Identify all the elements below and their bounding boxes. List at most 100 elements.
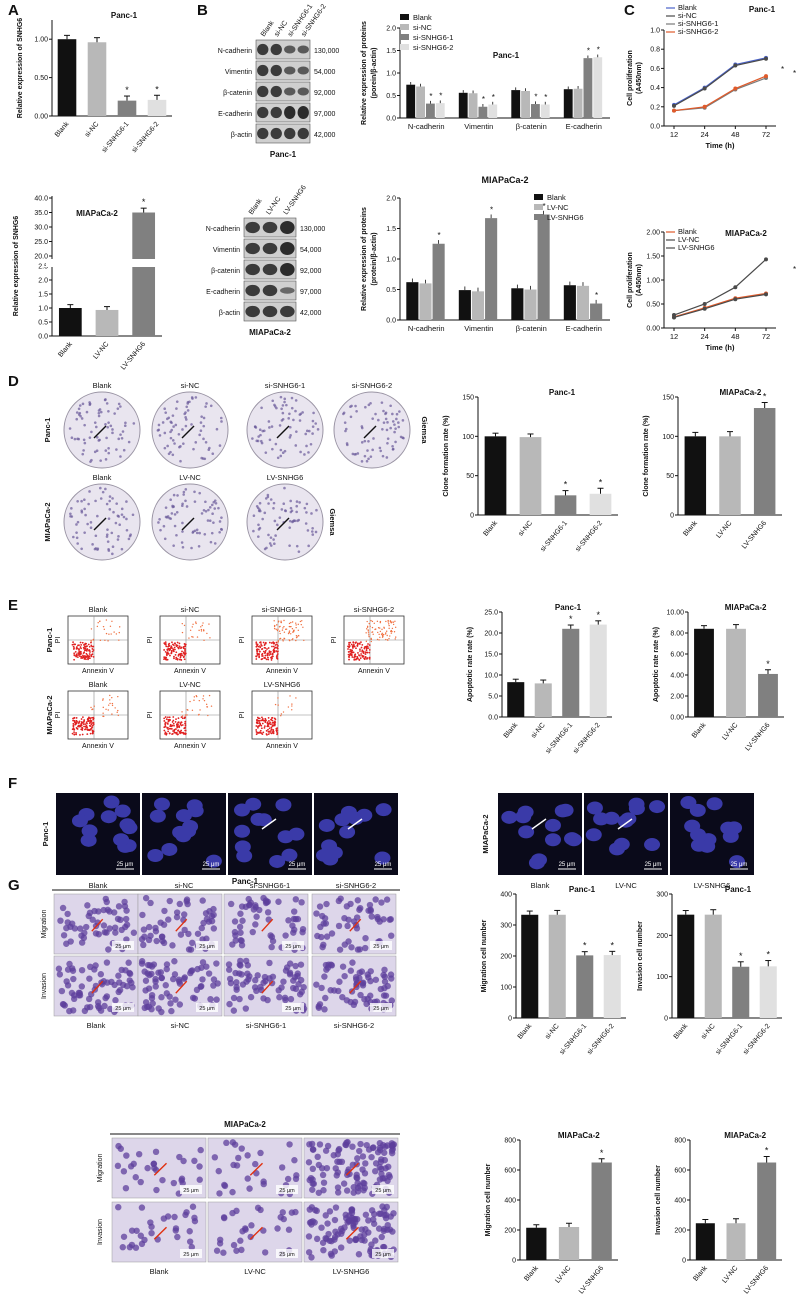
data-point bbox=[733, 63, 738, 68]
colony-dot bbox=[393, 423, 396, 426]
colony-dot bbox=[117, 515, 120, 518]
legend-label: Blank bbox=[678, 3, 697, 12]
x-tick-label: si-SNHG6-2 bbox=[586, 1023, 616, 1056]
colony-dot bbox=[77, 407, 81, 411]
event-dot bbox=[87, 718, 89, 721]
event-dot bbox=[183, 624, 186, 627]
event-dot bbox=[376, 620, 379, 623]
event-dot bbox=[267, 733, 270, 736]
colony-dot bbox=[208, 446, 211, 450]
scale-box bbox=[372, 1185, 394, 1194]
y-tick-label: 8.00 bbox=[670, 631, 684, 638]
scale-label: 25 μm bbox=[375, 862, 392, 868]
event-dot bbox=[80, 722, 83, 725]
y-tick-label: 0.0 bbox=[386, 318, 396, 325]
event-dot bbox=[182, 647, 185, 650]
cell bbox=[152, 1148, 160, 1156]
significance-star: * bbox=[765, 1146, 769, 1156]
image-label: si-NC bbox=[175, 881, 194, 890]
event-dot bbox=[177, 729, 180, 732]
cell bbox=[341, 1224, 348, 1231]
event-dot bbox=[107, 640, 109, 642]
y-tick-label: 300 bbox=[656, 892, 668, 899]
cell bbox=[227, 900, 235, 908]
bar bbox=[458, 290, 471, 320]
event-dot bbox=[256, 643, 259, 646]
x-tick-label: 24 bbox=[700, 332, 708, 341]
colony-dot bbox=[385, 456, 389, 459]
event-dot bbox=[282, 640, 284, 642]
significance-star: * bbox=[583, 941, 587, 951]
cell bbox=[196, 1163, 203, 1170]
cell bbox=[340, 1180, 348, 1187]
event-dot bbox=[84, 723, 87, 726]
event-dot bbox=[270, 659, 273, 661]
scale-box bbox=[282, 1003, 304, 1012]
nucleus bbox=[100, 810, 117, 824]
cell bbox=[358, 1236, 366, 1244]
event-dot bbox=[173, 724, 175, 727]
chart-title: MIAPaCa-2 bbox=[724, 1131, 766, 1140]
nucleus bbox=[501, 810, 518, 824]
event-dot bbox=[271, 724, 274, 727]
nucleus bbox=[153, 797, 170, 811]
event-dot bbox=[192, 623, 194, 625]
scale-label: 25 μm bbox=[373, 1006, 389, 1012]
colony-dot bbox=[193, 490, 196, 494]
cell bbox=[220, 1214, 228, 1221]
cell bbox=[278, 984, 285, 991]
cell bbox=[60, 932, 68, 939]
cell bbox=[269, 937, 277, 945]
cell bbox=[370, 1216, 377, 1223]
cell bbox=[63, 924, 70, 932]
colony-dot bbox=[76, 542, 79, 545]
colony-dot bbox=[311, 533, 315, 536]
colony-dot bbox=[213, 542, 217, 545]
event-dot bbox=[296, 636, 298, 638]
cell bbox=[144, 1003, 151, 1011]
cell bbox=[257, 983, 264, 991]
y-axis-label: Relative expression of proteins bbox=[361, 207, 368, 311]
y-tick-label: 1.0 bbox=[650, 28, 660, 35]
colony-dot bbox=[314, 530, 318, 534]
cell bbox=[244, 1175, 251, 1182]
cell bbox=[254, 1204, 262, 1212]
cell bbox=[230, 1007, 238, 1014]
cell bbox=[343, 1139, 350, 1146]
bar bbox=[593, 57, 603, 118]
cell bbox=[292, 962, 299, 970]
significance-star: * bbox=[763, 392, 767, 402]
cell bbox=[361, 1170, 369, 1177]
blot-mw-label: 54,000 bbox=[300, 247, 322, 254]
scale-label: 25 μm bbox=[285, 1006, 301, 1012]
cell bbox=[166, 897, 173, 905]
y-tick-label: 100 bbox=[656, 974, 668, 981]
colony-dot bbox=[121, 430, 125, 433]
row-label: Invasion bbox=[97, 1219, 104, 1245]
colony-dot bbox=[285, 403, 288, 407]
blot-protein-label: β-actin bbox=[231, 132, 252, 139]
event-dot bbox=[256, 719, 258, 722]
event-dot bbox=[163, 726, 166, 729]
colony-dot bbox=[106, 528, 109, 531]
y-tick-label: 25.0 bbox=[34, 239, 48, 246]
image-label: LV-NC bbox=[244, 1267, 266, 1276]
event-dot bbox=[178, 725, 180, 728]
event-dot bbox=[374, 628, 376, 631]
colony-dot bbox=[281, 404, 285, 407]
y-axis-label-2: (A450nm) bbox=[636, 264, 643, 296]
colony-dot bbox=[276, 456, 280, 460]
event-dot bbox=[168, 718, 171, 721]
event-dot bbox=[83, 725, 85, 728]
event-dot bbox=[267, 658, 270, 661]
cell bbox=[238, 941, 246, 949]
event-dot bbox=[388, 637, 390, 640]
event-dot bbox=[78, 648, 80, 651]
event-dot bbox=[80, 644, 83, 646]
cell bbox=[188, 967, 195, 975]
cell bbox=[217, 1236, 224, 1243]
row-label: Panc-1 bbox=[41, 822, 50, 847]
colony-dot bbox=[184, 411, 187, 414]
colony-dot bbox=[289, 499, 292, 503]
event-dot bbox=[264, 721, 267, 724]
